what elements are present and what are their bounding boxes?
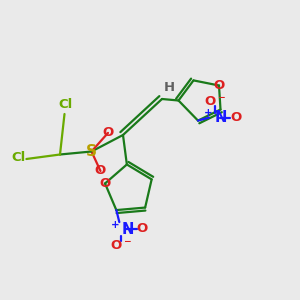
Text: O$\mathregular{{}^-}$: O$\mathregular{{}^-}$ [203, 94, 226, 108]
Text: O: O [230, 111, 241, 124]
Text: Cl: Cl [59, 98, 73, 111]
Text: S: S [86, 144, 97, 159]
Text: O: O [213, 79, 225, 92]
Text: $\mathregular{{}^+}$N: $\mathregular{{}^+}$N [201, 109, 228, 126]
Text: O: O [102, 126, 114, 140]
Text: O: O [137, 223, 148, 236]
Text: O$\mathregular{{}^-}$: O$\mathregular{{}^-}$ [110, 239, 132, 252]
Text: $\mathregular{{}^+}$N: $\mathregular{{}^+}$N [108, 220, 134, 238]
Text: Cl: Cl [11, 151, 25, 164]
Text: H: H [164, 81, 175, 94]
Text: O: O [99, 177, 111, 190]
Text: O: O [95, 164, 106, 178]
